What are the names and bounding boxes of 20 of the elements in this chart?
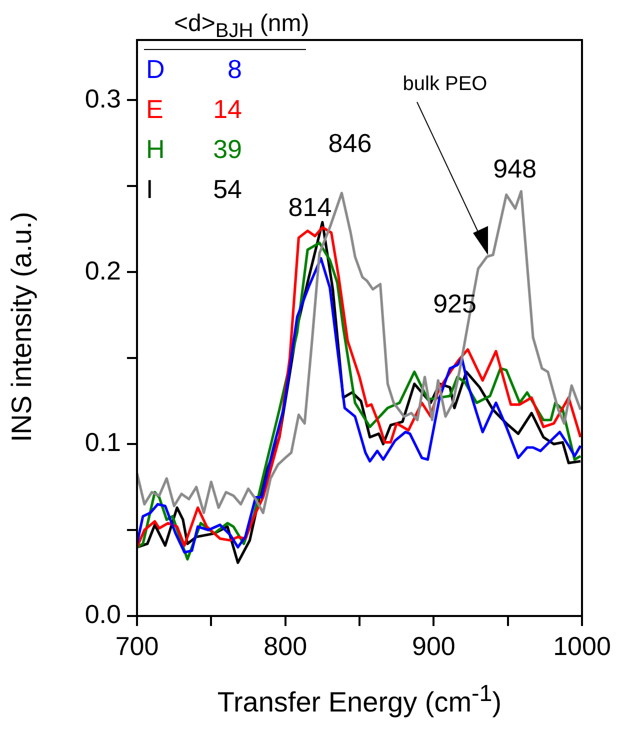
text: I 54 bbox=[146, 174, 242, 204]
x-tick-label: 700 bbox=[115, 630, 159, 661]
annotation: 925 bbox=[433, 288, 476, 318]
legend-title: <d>$_{BJH}$ (nm) bbox=[173, 10, 310, 44]
x-tick-label: 800 bbox=[264, 630, 308, 661]
x-tick-label: 1000 bbox=[553, 630, 611, 661]
y-tick-label: 0.1 bbox=[84, 427, 121, 458]
y-axis-title: INS intensity (a.u.) bbox=[6, 210, 38, 444]
text: D 8 bbox=[146, 54, 242, 84]
x-tick-label: 900 bbox=[412, 630, 456, 661]
text: H 39 bbox=[146, 134, 242, 164]
y-tick-label: 0.2 bbox=[84, 255, 121, 286]
annotation: 948 bbox=[493, 153, 537, 184]
text: E 14 bbox=[146, 94, 242, 124]
annotation: 814 bbox=[288, 192, 332, 222]
annotation: bulk PEO bbox=[402, 73, 488, 96]
x-axis-title: Transfer Energy (cm$^{-1}$) bbox=[216, 680, 503, 718]
y-tick-label: 0.0 bbox=[84, 599, 121, 630]
y-tick-label: 0.3 bbox=[84, 83, 121, 114]
annotation: 846 bbox=[327, 128, 373, 159]
